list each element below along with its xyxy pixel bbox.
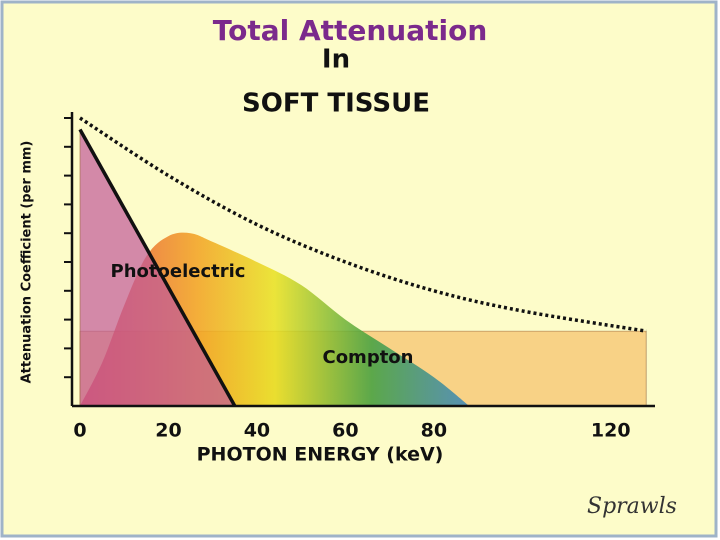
subtitle: SOFT TISSUE: [242, 89, 430, 119]
chart-title: Total Attenuation: [213, 14, 488, 47]
x-tick-label: 60: [332, 420, 358, 442]
x-tick-label: 20: [155, 420, 181, 442]
x-tick-label: 40: [244, 420, 270, 442]
x-axis-label: PHOTON ENERGY (keV): [197, 444, 444, 466]
x-tick-label: 0: [73, 420, 86, 442]
y-axis-label: Attenuation Coefficient (per mm): [20, 141, 35, 384]
plot-area: Compton Photoelectric 0 20 40 60 80 120: [64, 112, 655, 442]
subtitle: In: [322, 45, 350, 75]
series-label: Compton: [322, 347, 413, 368]
x-tick-label: 120: [591, 420, 631, 442]
line: [79, 116, 647, 333]
x-tick-label: 80: [421, 420, 447, 442]
series-label: Photoelectric: [111, 261, 246, 282]
credit: Sprawls: [587, 494, 677, 519]
edge-line: [78, 128, 237, 407]
